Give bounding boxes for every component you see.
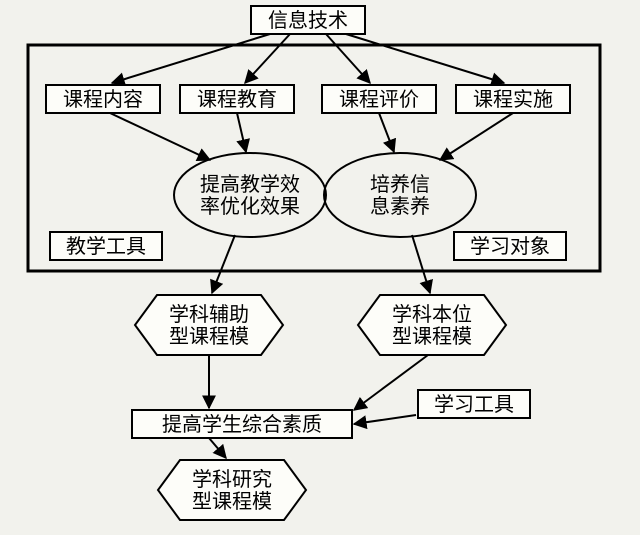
node-tool: 教学工具 <box>50 232 162 260</box>
e1-text-1: 率优化效果 <box>200 195 300 218</box>
r2-text-0: 课程教育 <box>197 88 277 111</box>
r1-text-0: 课程内容 <box>63 88 143 111</box>
h2-text-0: 学科本位 <box>392 303 472 326</box>
node-r1: 课程内容 <box>46 85 160 113</box>
h3-text-0: 学科研究 <box>192 468 272 491</box>
r3-text-0: 课程评价 <box>339 88 419 111</box>
h1-text-1: 型课程模 <box>169 325 249 348</box>
h2-text-1: 型课程模 <box>392 325 472 348</box>
ltool-text-0: 学习工具 <box>434 393 514 416</box>
rbot-text-0: 提高学生综合素质 <box>162 413 322 436</box>
flowchart-diagram: 信息技术课程内容 课程教育 课程评价 课程实施提高教学效率优化效果 培养信息素养教学工具… <box>0 0 640 535</box>
h1-text-0: 学科辅助 <box>169 303 249 326</box>
node-r3: 课程评价 <box>322 85 436 113</box>
obj-text-0: 学习对象 <box>470 235 550 258</box>
node-root: 信息技术 <box>251 6 365 34</box>
node-r2: 课程教育 <box>180 85 294 113</box>
node-rbot: 提高学生综合素质 <box>132 410 352 438</box>
e1-text-0: 提高教学效 <box>200 173 300 196</box>
e2-text-1: 息素养 <box>370 195 430 218</box>
node-obj: 学习对象 <box>454 232 566 260</box>
r4-text-0: 课程实施 <box>473 88 553 111</box>
e2-text-0: 培养信 <box>370 173 430 196</box>
node-ltool: 学习工具 <box>418 390 530 418</box>
h3-text-1: 型课程模 <box>192 490 272 513</box>
node-h2: 学科本位型课程模 <box>358 295 506 355</box>
node-h1: 学科辅助型课程模 <box>135 295 283 355</box>
root-text-0: 信息技术 <box>268 9 348 32</box>
node-h3: 学科研究型课程模 <box>158 460 306 520</box>
tool-text-0: 教学工具 <box>66 235 146 258</box>
node-r4: 课程实施 <box>456 85 570 113</box>
